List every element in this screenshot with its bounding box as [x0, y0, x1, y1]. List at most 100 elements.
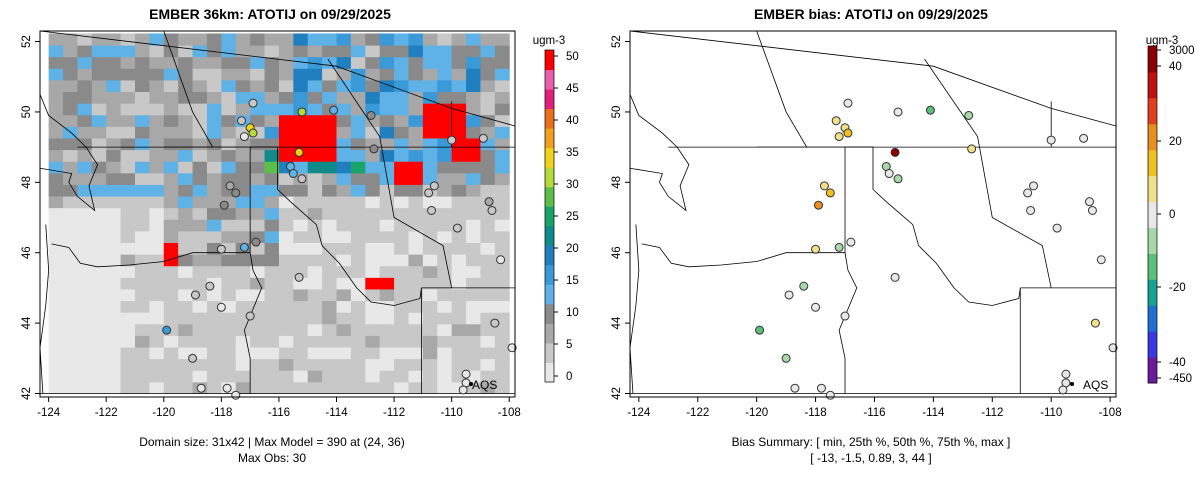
- site-marker: [487, 205, 497, 215]
- grid-cell: [307, 312, 323, 325]
- grid-cell: [106, 207, 122, 220]
- grid-cell: [48, 33, 64, 46]
- grid-cell: [163, 242, 179, 255]
- grid-cell: [149, 242, 165, 255]
- grid-cell: [307, 126, 323, 139]
- grid-cell: [494, 277, 510, 290]
- colorbar-segment: [545, 323, 554, 344]
- site-marker: [216, 244, 226, 254]
- grid-cell: [48, 103, 64, 116]
- grid-cell: [293, 381, 309, 394]
- grid-cell: [192, 300, 208, 313]
- grid-cell: [494, 126, 510, 139]
- grid-cell: [422, 126, 438, 139]
- grid-cell: [192, 91, 208, 104]
- x-tick-label: -116: [268, 407, 290, 419]
- grid-cell: [322, 242, 338, 255]
- grid-cell: [77, 103, 93, 116]
- grid-cell: [350, 358, 366, 371]
- grid-cell: [494, 265, 510, 278]
- grid-cell: [451, 161, 467, 174]
- right-legend-title: ugm-3: [1146, 35, 1179, 47]
- grid-cell: [307, 265, 323, 278]
- site-marker: [893, 107, 903, 117]
- grid-cell: [250, 300, 266, 313]
- grid-cell: [206, 103, 222, 116]
- grid-cell: [91, 45, 107, 58]
- site-marker: [239, 132, 249, 142]
- grid-cell: [48, 347, 64, 360]
- grid-cell: [408, 323, 424, 336]
- grid-cell: [293, 288, 309, 302]
- grid-cell: [77, 300, 93, 313]
- grid-cell: [365, 79, 381, 93]
- grid-cell: [408, 230, 424, 244]
- grid-cell: [451, 207, 467, 220]
- grid-cell: [235, 265, 251, 278]
- grid-cell: [466, 219, 481, 232]
- x-tick-label: -112: [981, 407, 1003, 419]
- grid-cell: [293, 323, 309, 336]
- grid-cell: [178, 196, 194, 209]
- site-marker: [831, 116, 841, 126]
- grid-cell: [264, 68, 280, 81]
- grid-cell: [149, 370, 165, 383]
- boundary-line: [845, 146, 1021, 394]
- grid-cell: [408, 56, 424, 69]
- grid-cell: [379, 126, 395, 139]
- grid-cell: [250, 265, 266, 278]
- grid-cell: [408, 79, 424, 93]
- grid-cell: [494, 358, 510, 371]
- site-marker: [1090, 318, 1100, 328]
- grid-cell: [163, 230, 179, 244]
- grid-cell: [77, 161, 93, 174]
- grid-cell: [466, 277, 481, 290]
- grid-cell: [63, 79, 78, 93]
- site-marker: [840, 311, 850, 321]
- grid-cell: [206, 172, 222, 185]
- colorbar-segment: [545, 147, 554, 168]
- grid-cell: [394, 114, 409, 127]
- grid-cell: [379, 33, 395, 46]
- grid-cell: [264, 196, 280, 209]
- grid-cell: [135, 230, 150, 244]
- grid-cell: [63, 103, 78, 116]
- grid-cell: [307, 172, 323, 185]
- grid-cell: [422, 288, 438, 302]
- grid-cell: [293, 300, 309, 313]
- boundary-line: [756, 30, 808, 148]
- grid-cell: [120, 33, 136, 46]
- grid-cell: [149, 323, 165, 336]
- grid-cell: [106, 347, 122, 360]
- colorbar-segment: [545, 89, 554, 110]
- boundary-line: [250, 146, 422, 394]
- grid-cell: [278, 103, 294, 116]
- grid-cell: [106, 196, 122, 209]
- grid-cell: [394, 33, 409, 46]
- grid-cell: [379, 288, 395, 302]
- grid-cell: [336, 137, 352, 151]
- x-tick-label: -124: [627, 407, 651, 419]
- grid-cell: [408, 161, 424, 174]
- grid-cell: [451, 242, 467, 255]
- grid-cell: [135, 184, 150, 197]
- grid-cell: [350, 323, 366, 336]
- grid-cell: [451, 172, 467, 185]
- grid-cell: [408, 207, 424, 220]
- grid-cell: [120, 335, 136, 348]
- grid-cell: [106, 335, 122, 348]
- grid-cell: [350, 370, 366, 383]
- colorbar-segment: [545, 69, 554, 90]
- grid-cell: [250, 254, 266, 267]
- grid-cell: [163, 265, 179, 278]
- grid-cell: [350, 300, 366, 313]
- colorbar-tick-label: 3000: [1169, 45, 1195, 57]
- site-marker: [484, 197, 494, 207]
- grid-cell: [293, 56, 309, 69]
- grid-cell: [278, 300, 294, 313]
- grid-cell: [206, 68, 222, 81]
- grid-cell: [120, 184, 136, 197]
- grid-cell: [91, 288, 107, 302]
- grid-cell: [250, 381, 266, 394]
- grid-cell: [451, 196, 467, 209]
